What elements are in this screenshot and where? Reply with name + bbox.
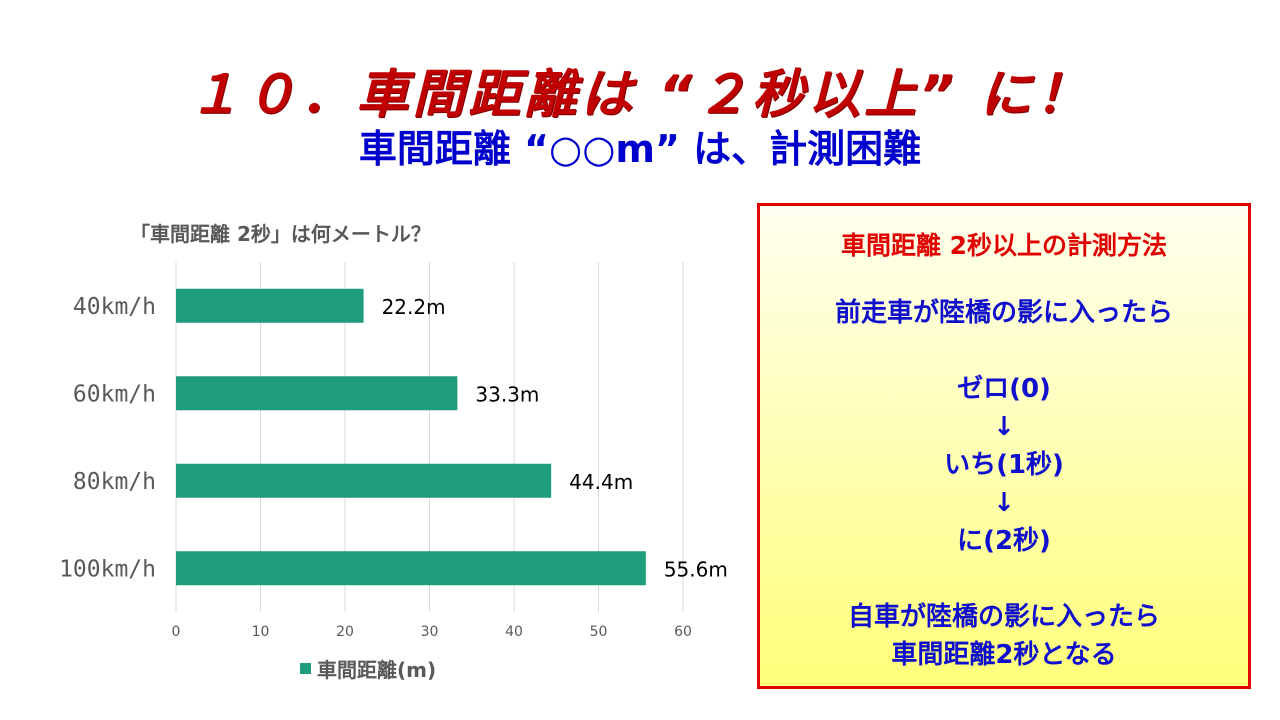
box-line: ゼロ(0): [957, 374, 1051, 404]
box-line: に(2秒): [957, 526, 1051, 556]
bar: [176, 463, 552, 498]
y-category-label: 80km/h: [73, 469, 156, 495]
x-tick-label: 30: [421, 624, 439, 640]
slide-title: １０．車間距離は “２秒以上” に！: [188, 65, 1092, 125]
slide-subtitle: 車間距離 “○○m” は、計測困難: [358, 127, 922, 171]
x-tick-label: 60: [674, 624, 692, 640]
data-label: 44.4m: [569, 470, 633, 494]
box-line: いち(1秒): [944, 450, 1064, 480]
y-category-label: 60km/h: [73, 381, 156, 407]
x-tick-label: 20: [336, 624, 354, 640]
data-label: 33.3m: [475, 382, 539, 406]
x-tick-label: 0: [172, 624, 181, 640]
bar: [176, 376, 458, 411]
legend-label: 車間距離(m): [317, 658, 437, 682]
arrow-down-icon: ↓: [993, 488, 1015, 518]
chart-legend: 車間距離(m): [300, 654, 436, 683]
data-label: 55.6m: [664, 557, 728, 581]
x-tick-label: 10: [252, 624, 270, 640]
bar-chart: 0 10 20 30 40 50 60 40km/h 22.2m 60km/h 33.3m 80km/…: [59, 262, 728, 640]
box-line: 前走車が陸橋の影に入ったら: [834, 298, 1173, 328]
y-category-label: 40km/h: [73, 294, 156, 320]
data-label: 22.2m: [382, 295, 446, 319]
box-heading: 車間距離 2秒以上の計測方法: [840, 231, 1168, 260]
legend-swatch: [300, 663, 311, 674]
x-tick-label: 50: [590, 624, 608, 640]
box-line: 自車が陸橋の影に入ったら: [847, 602, 1160, 632]
x-tick-label: 40: [505, 624, 523, 640]
bar: [176, 551, 646, 586]
bar: [176, 288, 364, 323]
arrow-down-icon: ↓: [993, 412, 1015, 442]
measurement-method-box: 車間距離 2秒以上の計測方法 前走車が陸橋の影に入ったら ゼロ(0) ↓ いち(…: [757, 203, 1251, 689]
y-category-label: 100km/h: [59, 556, 156, 582]
box-line: 車間距離2秒となる: [891, 640, 1117, 670]
chart-title: 「車間距離 2秒」は何メートル？: [130, 222, 431, 246]
